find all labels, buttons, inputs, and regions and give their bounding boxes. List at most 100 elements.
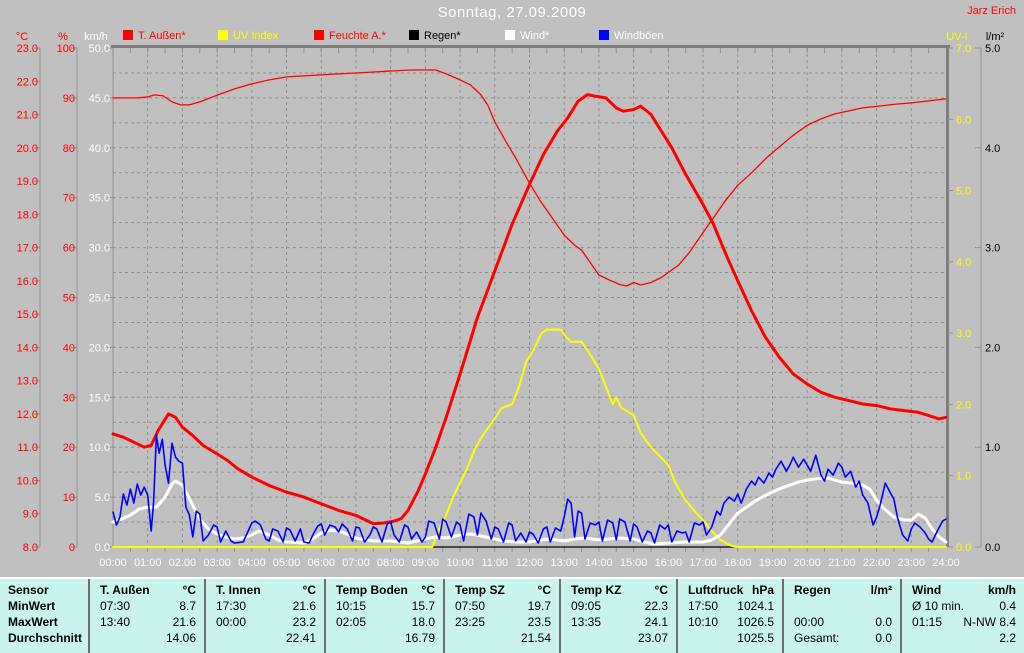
cell-left: 00:00	[216, 615, 247, 629]
legend-item-6: Windböen	[599, 30, 664, 42]
table-cell-row: 23:25 23.5	[445, 614, 559, 630]
table-cell-row: 07:30 8.7	[90, 598, 204, 614]
table-cell-row: Gesamt: 0.0	[784, 630, 900, 646]
axis-tick-label-percent: 0	[69, 542, 75, 554]
x-tick-label: 10:00	[446, 557, 474, 569]
cell-right: 24.1	[644, 615, 668, 629]
axis-tick-label-temp_c: 11.0	[17, 442, 38, 454]
x-tick-label: 15:00	[620, 557, 648, 569]
axis-tick-label-kmh: 5.0	[95, 492, 110, 504]
table-cell-row: 10:10 1026.5	[678, 614, 782, 630]
table-column-T. Innen: T. Innen °C 17:30 21.6 00:00 23.2 22.41	[206, 579, 326, 653]
legend-label: Regen*	[424, 30, 461, 42]
cell-right: °C	[654, 583, 668, 597]
cell-right: 0.0	[875, 615, 892, 629]
cell-left: 09:05	[571, 599, 602, 613]
table-cell-row	[784, 598, 900, 614]
axis-tick-label-uv: 2.0	[956, 399, 971, 411]
x-tick-label: 06:00	[307, 557, 335, 569]
axis-tick-label-kmh: 15.0	[89, 392, 110, 404]
cell-left: Temp KZ	[571, 583, 622, 597]
axis-tick-label-uv: 7.0	[956, 43, 971, 55]
axis-tick-label-percent: 70	[63, 193, 75, 205]
table-cell-row: Temp Boden °C	[326, 582, 443, 598]
x-tick-label: 01:00	[134, 557, 162, 569]
legend-swatch-icon	[505, 30, 515, 40]
table-row-labels: Sensor MinWert MaxWert Durchschnitt	[0, 579, 90, 653]
table-cell-row: 13:35 24.1	[561, 614, 676, 630]
table-column-Temp Boden: Temp Boden °C 10:15 15.7 02:05 18.0 16.79	[326, 579, 445, 653]
table-cell-row: 01:15 N-NW 8.4	[902, 614, 1024, 630]
table-cell-row: Ø 10 min. 0.4	[902, 598, 1024, 614]
cell-right: 14.06	[165, 631, 196, 645]
table-cell-row: 21.54	[445, 630, 559, 646]
axis-tick-label-temp_c: 14.0	[17, 342, 38, 354]
legend-swatch-icon	[409, 30, 419, 40]
table-cell-row: Temp KZ °C	[561, 582, 676, 598]
weather-chart: 23.0 22.0 21.0 20.0 19.0 18.0 17.0 16.0 15.0 14.0…	[16, 31, 1005, 569]
series-Windböen	[112, 434, 947, 544]
axis-tick-label-kmh: 20.0	[89, 342, 110, 354]
cell-right: °C	[537, 583, 551, 597]
author-name: Jarz Erich	[967, 5, 1016, 17]
table-cell-row: Luftdruck hPa	[678, 582, 782, 598]
axis-tick-label-lm2: 3.0	[985, 243, 1000, 255]
cell-right: 8.7	[179, 599, 196, 613]
table-cell-row: 13:40 21.6	[90, 614, 204, 630]
cell-right: hPa	[751, 583, 774, 597]
axis-tick-label-lm2: 5.0	[985, 43, 1000, 55]
cell-right: 1025.5	[737, 631, 774, 645]
x-tick-label: 13:00	[550, 557, 578, 569]
axis-tick-label-uv: 1.0	[956, 471, 971, 483]
legend-label: Wind*	[520, 30, 550, 42]
axis-tick-label-temp_c: 18.0	[17, 209, 38, 221]
table-cell-row: 09:05 22.3	[561, 598, 676, 614]
x-tick-label: 09:00	[412, 557, 440, 569]
axis-tick-label-temp_c: 8.0	[23, 542, 38, 554]
cell-left: 00:00	[794, 615, 825, 629]
axis-tick-label-temp_c: 20.0	[17, 143, 38, 155]
cell-right: 0.0	[875, 631, 892, 645]
x-tick-label: 04:00	[238, 557, 266, 569]
chart-canvas: 23.0 22.0 21.0 20.0 19.0 18.0 17.0 16.0 15.0 14.0…	[16, 31, 1005, 569]
cell-right: km/h	[987, 583, 1016, 597]
x-tick-label: 18:00	[724, 557, 752, 569]
cell-left: 17:50	[688, 599, 719, 613]
axis-tick-label-lm2: 1.0	[985, 442, 1000, 454]
axis-tick-label-percent: 90	[63, 93, 75, 105]
axis-tick-label-kmh: 10.0	[89, 442, 110, 454]
axis-tick-label-temp_c: 19.0	[17, 176, 38, 188]
axis-tick-label-percent: 60	[63, 243, 75, 255]
cell-left: 02:05	[336, 615, 367, 629]
x-tick-label: 00:00	[99, 557, 127, 569]
legend-label: Windböen	[614, 30, 664, 42]
cell-right: 18.0	[411, 615, 435, 629]
axis-tick-label-lm2: 2.0	[985, 342, 1000, 354]
table-row-label: Durchschnitt	[8, 631, 83, 645]
table-column-Luftdruck: Luftdruck hPa 17:50 1024.1 10:10 1026.5 1025.5	[678, 579, 784, 653]
x-tick-label: 14:00	[585, 557, 613, 569]
table-cell-row: 1025.5	[678, 630, 782, 646]
series-Feuchte A.*	[112, 69, 947, 287]
legend-label: Feuchte A.*	[329, 30, 386, 42]
axis-title-percent: %	[58, 31, 68, 43]
plot-border-top	[111, 45, 950, 48]
table-cell-row: 2.2	[902, 630, 1024, 646]
cell-right: °C	[302, 583, 316, 597]
table-cell-row: T. Außen °C	[90, 582, 204, 598]
table-cell-row: 22.41	[206, 630, 324, 646]
legend-swatch-icon	[599, 30, 609, 40]
cell-left: Regen	[794, 583, 831, 597]
table-cell-row: 17:30 21.6	[206, 598, 324, 614]
axis-tick-label-temp_c: 22.0	[17, 76, 38, 88]
axis-tick-label-percent: 20	[63, 442, 75, 454]
cell-right: 1026.5	[737, 615, 774, 629]
axis-tick-label-kmh: 45.0	[89, 93, 110, 105]
page-title: Sonntag, 27.09.2009	[437, 4, 587, 21]
cell-right: °C	[421, 583, 435, 597]
axis-tick-label-kmh: 0.0	[95, 542, 110, 554]
axis-tick-label-percent: 30	[63, 392, 75, 404]
x-tick-label: 03:00	[203, 557, 231, 569]
table-cell-row: 02:05 18.0	[326, 614, 443, 630]
cell-right: 2.2	[999, 631, 1016, 645]
